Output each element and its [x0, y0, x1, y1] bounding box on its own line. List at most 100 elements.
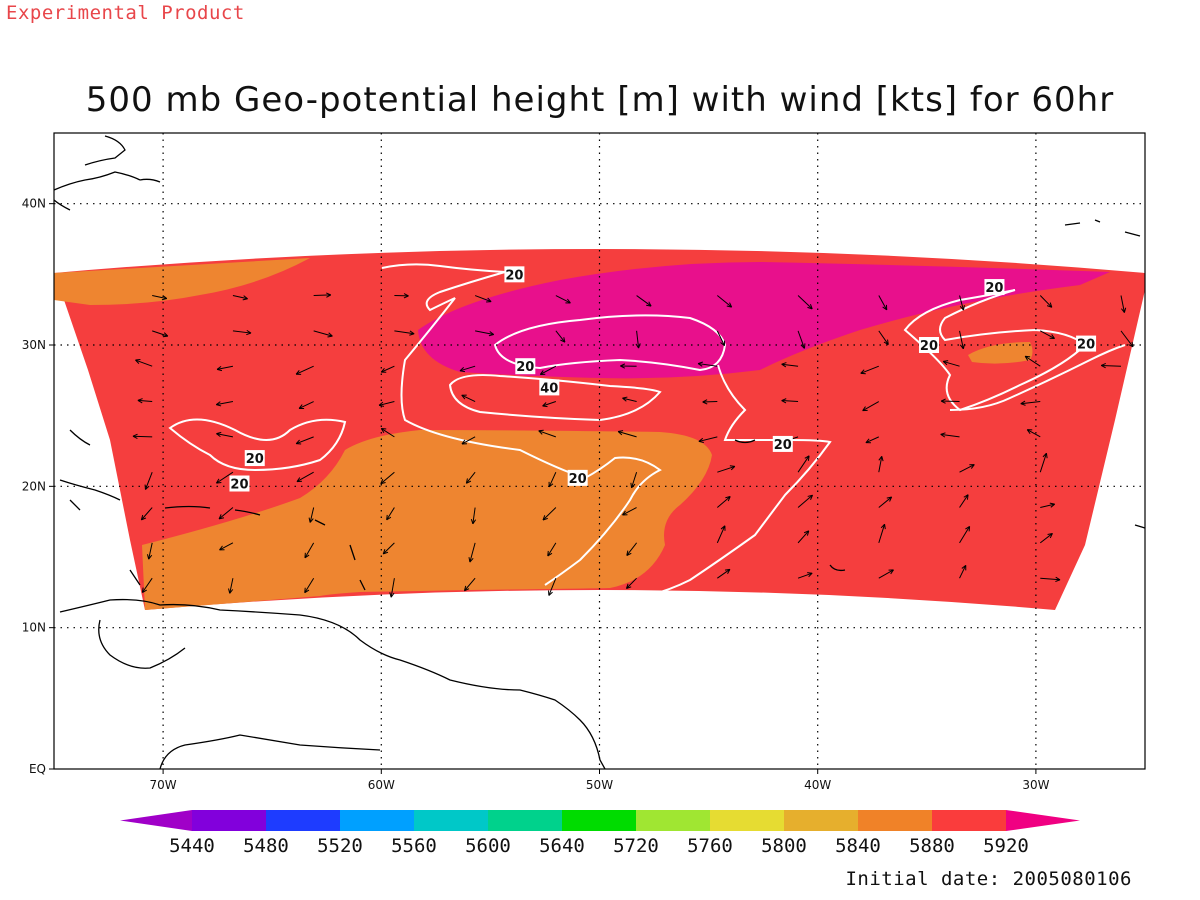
wind-arrow-head [538, 429, 544, 432]
wind-arrow-head [468, 557, 471, 563]
wind-arrow-head [390, 592, 395, 598]
height-shading [54, 249, 1145, 610]
wind-arrow-head [959, 344, 964, 350]
wind-arrow [1120, 295, 1125, 313]
wind-arrow-head [141, 517, 147, 521]
wind-arrow-head [380, 478, 384, 484]
wind-arrow-head [622, 396, 628, 399]
wind-arrow-head [809, 304, 813, 310]
wind-arrow-head [1051, 334, 1055, 339]
wind-arrow-head [698, 440, 704, 443]
wind-arrow-head [563, 337, 566, 343]
wind-contour-labels: 20 20 20 20 20 40 20 20 20 20 [229, 266, 1097, 493]
wind-arrow [313, 294, 331, 297]
wind-arrow-head [648, 301, 652, 307]
wind-arrow-head [727, 496, 731, 502]
wind-arrow-head [1045, 453, 1048, 459]
wind-arrow-head [216, 433, 221, 438]
wind-arrow-head [380, 481, 386, 485]
wind-arrow [1039, 453, 1047, 473]
wind-arrow [555, 330, 566, 343]
contour-label: 20 [985, 281, 1003, 296]
wind-arrow-head [243, 295, 248, 300]
wind-arrow-head [219, 545, 223, 551]
wind-arrow-head [246, 329, 252, 334]
wind-arrow [941, 400, 960, 403]
wind-arrow-head [970, 464, 975, 469]
wind-arrow-head [1123, 307, 1127, 313]
wind-arrow-head [469, 557, 474, 563]
contour-label-box [504, 266, 525, 283]
wind-arrow-head [1055, 579, 1061, 583]
colorbar-label: 5880 [909, 835, 955, 857]
wind-arrow-head [459, 370, 466, 373]
wind-arrow-head [216, 481, 222, 484]
wind-arrow [538, 430, 557, 438]
wind-arrow [218, 507, 234, 520]
wind-arrow-head [137, 399, 143, 404]
wind-arrow-head [880, 523, 885, 529]
wind-arrow-head [560, 339, 566, 343]
wind-arrow-head [940, 432, 946, 435]
wind-arrow [717, 295, 732, 308]
wind-arrow-head [730, 466, 736, 471]
contour-label: 20 [230, 478, 248, 493]
lon-tick-label: 30W [1022, 778, 1049, 792]
wind-arrow [797, 494, 813, 508]
experimental-product-note: Experimental Product [6, 2, 245, 24]
wind-arrow [1039, 295, 1053, 308]
wind-arrow-head [470, 518, 474, 525]
wind-arrow-head [1050, 503, 1055, 508]
wind-arrow-head [727, 569, 731, 574]
wind-arrow-head [472, 519, 477, 525]
coastlines [54, 135, 1145, 769]
wind-arrow-head [1049, 302, 1053, 308]
wind-arrow-head [327, 335, 333, 338]
contour-label-box [984, 279, 1005, 296]
wind-arrow-head [965, 525, 970, 530]
lat-tick-label: 10N [22, 621, 46, 635]
wind-arrow-head [161, 298, 167, 301]
lon-tick-label: 60W [368, 778, 395, 792]
wind-arrow-head [1046, 305, 1052, 308]
wind-arrow-head [381, 427, 387, 430]
north-america-coast [54, 135, 161, 211]
wind-arrow [622, 397, 637, 403]
wind-arrow-head [1055, 576, 1061, 581]
axes: 70W 60W 50W 40W 30W EQ 10N 20N 30N 40N [22, 197, 1050, 792]
wind-arrow-head [488, 334, 494, 337]
wind-arrow-head [878, 456, 883, 461]
wind-arrow-head [620, 363, 626, 367]
wind-arrow-head [808, 572, 813, 578]
wind-arrow-head [959, 305, 964, 311]
wind-arrow-head [461, 439, 466, 445]
wind-arrow [878, 569, 894, 579]
wind-arrow [1101, 364, 1122, 367]
wind-arrow-head [803, 343, 806, 349]
wind-arrow [797, 330, 805, 349]
wind-arrow-head [698, 437, 704, 442]
contour-label-box [229, 475, 250, 492]
wind-arrow-head [887, 339, 889, 345]
wind-arrow-head [943, 360, 949, 362]
wind-arrow-head [781, 363, 787, 368]
height-region-5880-east [968, 342, 1033, 364]
wind-arrow [860, 365, 879, 374]
wind-arrow-head [626, 550, 629, 556]
wind-arrow-head [542, 517, 548, 521]
wind-arrow [626, 577, 637, 589]
wind-arrow-head [295, 439, 300, 445]
wind-arrow [144, 472, 153, 490]
wind-arrow [304, 542, 315, 559]
wind-contour [381, 263, 662, 586]
wind-arrow [878, 496, 892, 508]
wind-arrow [865, 436, 880, 444]
wind-contour [168, 418, 347, 472]
wind-arrow-head [304, 589, 310, 594]
wind-arrow [394, 330, 415, 335]
wind-arrow-head [1042, 452, 1047, 458]
wind-arrow-head [806, 530, 810, 536]
wind-arrow-head [308, 517, 311, 523]
colorbar-swatch [784, 810, 858, 831]
colorbar-label: 5480 [243, 835, 289, 857]
